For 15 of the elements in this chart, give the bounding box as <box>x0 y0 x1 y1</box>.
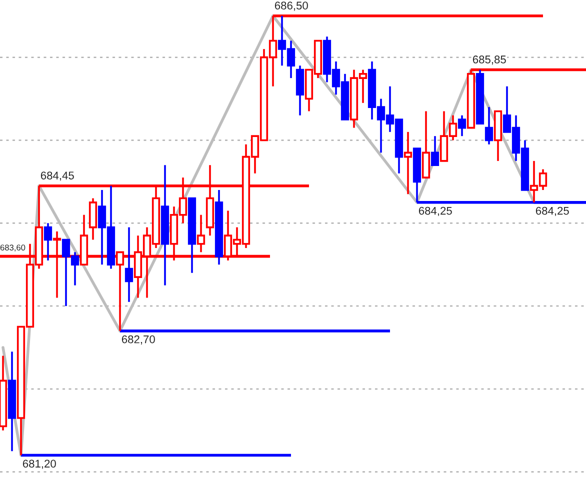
ref-line-label: 684,45 <box>40 172 74 181</box>
ref-line-label: 686,50 <box>274 2 308 11</box>
ref-line-label: 685,85 <box>472 56 506 65</box>
ref-line-label: 684,25 <box>418 206 452 216</box>
ref-line-label: 682,70 <box>122 335 155 345</box>
ref-line-label: 681,20 <box>22 460 56 469</box>
ref-line-label: 684,25 <box>536 206 569 216</box>
candlestick <box>404 131 412 196</box>
candlestick <box>196 214 206 254</box>
candlestick <box>124 226 134 303</box>
ref-line-label: 683,60 <box>0 244 26 252</box>
candlestick <box>484 106 494 146</box>
candlestick <box>458 114 466 137</box>
candlestick <box>430 135 440 166</box>
candlestick <box>44 222 52 262</box>
